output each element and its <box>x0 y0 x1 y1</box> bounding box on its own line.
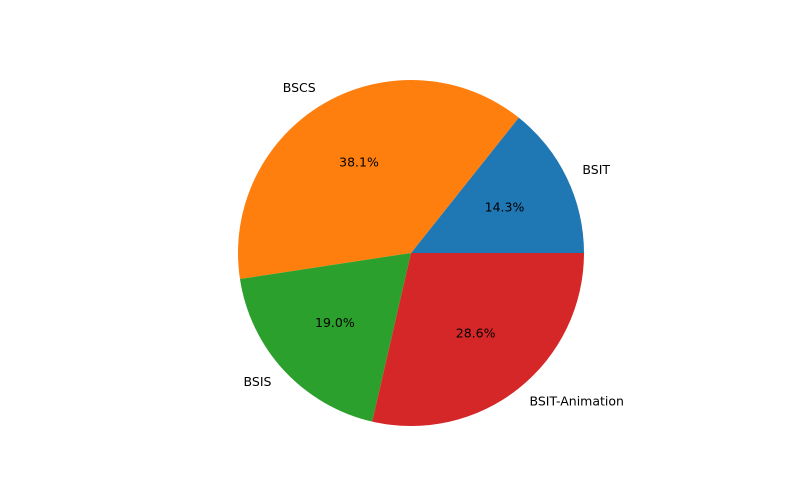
pie-slice-bscs <box>237 79 519 279</box>
slice-label-bsit-animation: BSIT-Animation <box>530 393 624 408</box>
pie-slices <box>237 79 584 426</box>
pct-label-bscs: 38.1% <box>339 155 379 170</box>
pie-slice-bsit-animation <box>372 253 584 426</box>
slice-label-bsit: BSIT <box>582 162 610 177</box>
slice-label-bscs: BSCS <box>283 80 316 95</box>
pie-slice-bsit <box>411 117 584 253</box>
pie-slice-bsis <box>239 253 411 422</box>
pct-label-bsit: 14.3% <box>485 199 525 214</box>
pct-label-bsit-animation: 28.6% <box>456 326 496 341</box>
slice-label-bsis: BSIS <box>244 374 272 389</box>
pct-label-bsis: 19.0% <box>315 315 355 330</box>
pie-labels: BSIT 14.3% BSCS 38.1% BSIS 19.0% BSIT-Animatio… <box>244 80 624 409</box>
